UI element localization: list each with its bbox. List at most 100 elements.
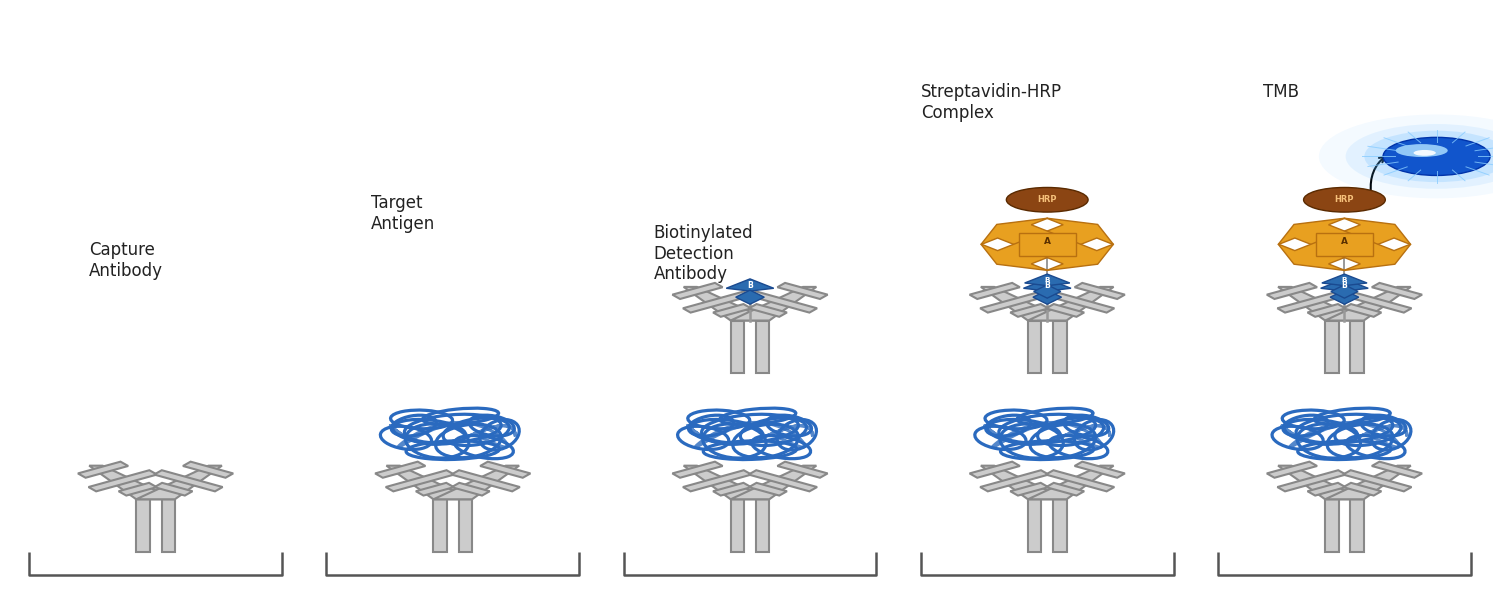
Polygon shape [1046,304,1084,317]
Polygon shape [452,483,489,496]
Polygon shape [1030,238,1113,271]
Polygon shape [748,304,788,317]
Polygon shape [730,287,816,320]
Polygon shape [1034,285,1060,298]
Polygon shape [1278,470,1346,491]
Polygon shape [712,304,752,317]
Polygon shape [136,466,222,499]
FancyBboxPatch shape [756,320,770,373]
Polygon shape [981,238,1064,271]
Polygon shape [1324,287,1412,320]
Polygon shape [386,470,454,491]
Text: B: B [747,281,753,290]
Polygon shape [1268,461,1317,478]
Polygon shape [1330,285,1358,298]
Polygon shape [1278,292,1346,313]
FancyBboxPatch shape [459,499,472,552]
Polygon shape [1268,283,1317,299]
Polygon shape [684,466,770,499]
Polygon shape [981,466,1066,499]
Polygon shape [88,466,176,499]
Polygon shape [1011,483,1048,496]
Polygon shape [682,292,752,313]
Polygon shape [452,470,520,491]
Polygon shape [1278,218,1362,251]
FancyBboxPatch shape [1053,499,1066,552]
Polygon shape [154,483,192,496]
FancyBboxPatch shape [1053,320,1066,373]
Ellipse shape [1365,131,1500,182]
Polygon shape [1328,218,1412,251]
Polygon shape [980,470,1048,491]
Polygon shape [154,470,222,491]
Polygon shape [1046,292,1114,313]
Ellipse shape [1318,115,1500,199]
Polygon shape [672,283,723,299]
Text: HRP: HRP [1335,195,1354,204]
Polygon shape [1278,466,1364,499]
Polygon shape [969,461,1020,478]
Polygon shape [1330,290,1359,304]
Text: B: B [1341,281,1347,290]
Text: HRP: HRP [1038,195,1058,204]
Polygon shape [118,483,156,496]
Polygon shape [1278,287,1364,320]
Polygon shape [748,470,818,491]
Polygon shape [748,292,818,313]
Polygon shape [1342,292,1412,313]
Polygon shape [1074,283,1125,299]
Text: Capture
Antibody: Capture Antibody [88,241,162,280]
FancyBboxPatch shape [1324,499,1338,552]
Polygon shape [1034,290,1062,304]
Polygon shape [1074,461,1125,478]
Polygon shape [777,283,828,299]
Ellipse shape [1395,144,1447,157]
Polygon shape [981,218,1064,251]
Polygon shape [1046,483,1084,496]
Polygon shape [387,466,472,499]
Text: TMB: TMB [1263,83,1299,101]
Polygon shape [735,290,765,304]
Polygon shape [682,470,752,491]
FancyBboxPatch shape [1350,320,1364,373]
FancyBboxPatch shape [1350,499,1364,552]
Polygon shape [1046,470,1114,491]
Polygon shape [416,483,454,496]
Polygon shape [1328,238,1412,271]
FancyBboxPatch shape [1324,320,1338,373]
Polygon shape [1030,218,1113,251]
Polygon shape [672,461,723,478]
Polygon shape [433,466,519,499]
FancyBboxPatch shape [756,499,770,552]
Text: Biotinylated
Detection
Antibody: Biotinylated Detection Antibody [654,224,753,283]
Polygon shape [78,461,128,478]
Polygon shape [1028,466,1113,499]
Polygon shape [88,470,158,491]
Polygon shape [1372,461,1422,478]
Polygon shape [1308,483,1346,496]
Polygon shape [1278,238,1362,271]
Polygon shape [1320,279,1368,291]
Polygon shape [712,483,752,496]
Text: Target
Antigen: Target Antigen [370,194,435,233]
Ellipse shape [1413,150,1436,156]
Polygon shape [969,283,1020,299]
Polygon shape [726,279,774,291]
FancyBboxPatch shape [433,499,447,552]
Polygon shape [684,287,770,320]
Polygon shape [480,461,531,478]
Polygon shape [1011,304,1048,317]
Polygon shape [1372,283,1422,299]
Ellipse shape [1346,124,1500,189]
FancyBboxPatch shape [1028,499,1041,552]
Polygon shape [1342,470,1412,491]
Text: B: B [1044,277,1050,283]
Polygon shape [1028,287,1113,320]
Polygon shape [1344,304,1382,317]
Polygon shape [1344,483,1382,496]
Polygon shape [748,483,788,496]
FancyBboxPatch shape [1019,233,1076,256]
Polygon shape [980,292,1048,313]
Text: Streptavidin-HRP
Complex: Streptavidin-HRP Complex [921,83,1062,122]
Polygon shape [730,466,816,499]
